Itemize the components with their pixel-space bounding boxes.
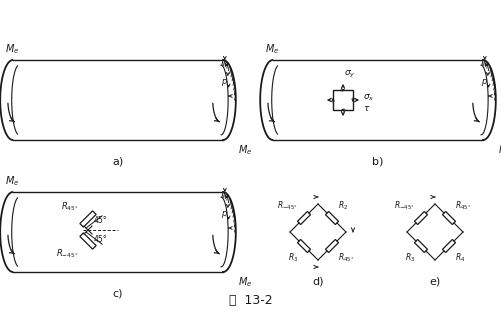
Text: 45°: 45° <box>94 216 107 225</box>
Text: $M_e$: $M_e$ <box>5 174 20 188</box>
Text: $R_{2}$: $R_{2}$ <box>337 200 348 212</box>
Text: $R_{{-45°}}$: $R_{{-45°}}$ <box>277 200 298 212</box>
Text: $\sigma_y$: $\sigma_y$ <box>343 69 355 80</box>
Text: d): d) <box>312 276 323 286</box>
Text: $\sigma_x$: $\sigma_x$ <box>362 93 374 103</box>
Text: $R_{-45°}$: $R_{-45°}$ <box>56 247 79 260</box>
Text: $R_{45°}$: $R_{45°}$ <box>61 200 79 213</box>
Text: a): a) <box>112 156 123 166</box>
Text: $M_e$: $M_e$ <box>265 42 279 56</box>
Text: b): b) <box>372 156 383 166</box>
Text: $R_{{45°}}$: $R_{{45°}}$ <box>337 252 354 264</box>
Text: $M_e$: $M_e$ <box>237 275 252 289</box>
Text: $R_{3}$: $R_{3}$ <box>287 252 298 264</box>
Text: $R_{4}$: $R_{4}$ <box>454 252 464 264</box>
Text: $p$: $p$ <box>221 77 228 88</box>
Text: $\tau$: $\tau$ <box>362 104 370 113</box>
Text: $R_{{45°}}$: $R_{{45°}}$ <box>454 200 470 212</box>
Text: c): c) <box>113 288 123 298</box>
Text: 图  13-2: 图 13-2 <box>229 294 272 307</box>
Text: $R_{3}$: $R_{3}$ <box>404 252 414 264</box>
Text: $M_e$: $M_e$ <box>5 42 20 56</box>
Text: $M_e$: $M_e$ <box>237 143 252 157</box>
Text: $p$: $p$ <box>480 77 487 88</box>
Text: $p$: $p$ <box>221 209 228 220</box>
Text: e): e) <box>428 276 440 286</box>
Text: 45°: 45° <box>94 235 107 244</box>
Text: $M_e$: $M_e$ <box>497 143 501 157</box>
Text: $R_{{-45°}}$: $R_{{-45°}}$ <box>393 200 414 212</box>
